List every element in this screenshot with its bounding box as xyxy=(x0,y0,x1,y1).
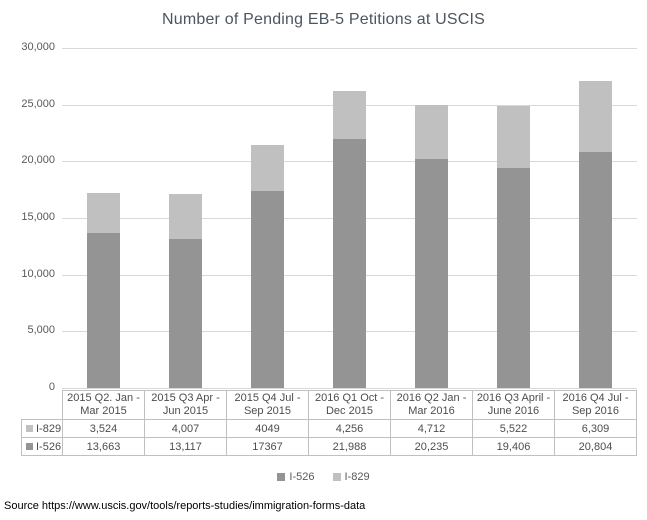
table-value-cell: 4,007 xyxy=(144,419,227,438)
bar-segment-i-829-col7 xyxy=(579,80,613,153)
y-axis-tick-label: 20,000 xyxy=(21,154,55,167)
legend: I-526 I-829 xyxy=(0,469,647,485)
chart-title: Number of Pending EB-5 Petitions at USCI… xyxy=(161,11,486,28)
series-swatch-icon xyxy=(26,443,33,451)
bar-segment-i-526-col5 xyxy=(415,158,449,388)
table-header-cell: 2016 Q3 April - June 2016 xyxy=(472,390,555,420)
bar-segment-i-829-col1 xyxy=(86,193,120,234)
y-axis-tick-label: 15,000 xyxy=(21,211,55,223)
bar-segment-i-829-col5 xyxy=(415,105,449,159)
table-value-cell: 17367 xyxy=(226,437,309,456)
y-axis-tick-label: 10,000 xyxy=(21,267,55,280)
table-header-row: 2015 Q2. Jan - Mar 2015 2015 Q3 Apr - Jun… xyxy=(21,390,637,420)
gridline xyxy=(62,388,637,389)
table-value-cell: 20,235 xyxy=(390,437,473,456)
bar-segment-i-526-col4 xyxy=(333,138,366,388)
y-axis-tick-label: 5,000 xyxy=(27,324,55,337)
table-row-i-526: I-526 13,663 13,117 17367 21,988 20,235 19,406… xyxy=(21,437,637,456)
table-body: I-829 3,524 4,007 4049 4,256 4,712 5,522 6,309 I… xyxy=(21,419,637,456)
legend-label: I-829 xyxy=(344,471,370,483)
table-header-cell: 2016 Q4 Jul - Sep 2016 xyxy=(554,390,637,420)
table-value-cell: 20,804 xyxy=(554,437,637,456)
table-value-cell: 5,522 xyxy=(472,419,555,438)
y-axis-tick-label: 25,000 xyxy=(21,97,55,110)
table-value-cell: 4,256 xyxy=(308,419,391,438)
table-header-cell: 2015 Q3 Apr - Jun 2015 xyxy=(144,390,227,420)
table-corner-cell xyxy=(21,390,63,420)
bar-segment-i-526-col7 xyxy=(579,152,613,388)
legend-swatch-icon xyxy=(332,473,341,481)
gridline xyxy=(62,48,637,49)
source-text: Source https://www.uscis.gov/tools/repor… xyxy=(4,500,366,512)
table-header-cell: 2016 Q1 Oct - Dec 2015 xyxy=(308,390,391,420)
table-row-i-829: I-829 3,524 4,007 4049 4,256 4,712 5,522 6,309 xyxy=(21,419,637,438)
legend-item-i-829: I-829 xyxy=(332,471,370,483)
bar-segment-i-829-col6 xyxy=(497,105,531,169)
legend-swatch-icon xyxy=(277,473,286,481)
table-header-cell: 2016 Q2 Jan - Mar 2016 xyxy=(390,390,473,420)
table-value-cell: 3,524 xyxy=(62,419,145,438)
bar-segment-i-829-col2 xyxy=(168,193,202,240)
table-value-cell: 13,663 xyxy=(62,437,145,456)
legend-item-i-526: I-526 xyxy=(277,471,315,483)
table-value-cell: 4049 xyxy=(226,419,309,438)
bar-segment-i-526-col1 xyxy=(86,233,120,388)
bar-segment-i-526-col2 xyxy=(168,239,202,388)
y-axis-tick-label: 30,000 xyxy=(21,41,55,53)
row-label-cell: I-526 xyxy=(21,437,63,456)
y-axis-tick-label: 0 xyxy=(48,381,55,393)
table-value-cell: 6,309 xyxy=(554,419,637,438)
table-value-cell: 13,117 xyxy=(144,437,227,456)
table-value-cell: 19,406 xyxy=(472,437,555,456)
table-header-cell: 2015 Q2. Jan - Mar 2015 xyxy=(62,390,145,420)
legend-label: I-526 xyxy=(289,471,315,483)
table-header-cell: 2015 Q4 Jul - Sep 2015 xyxy=(226,390,309,420)
data-table: 2015 Q2. Jan - Mar 2015 2015 Q3 Apr - Jun… xyxy=(21,390,637,456)
bar-segment-i-829-col4 xyxy=(333,90,366,139)
table-value-cell: 21,988 xyxy=(308,437,391,456)
bar-segment-i-526-col3 xyxy=(250,191,284,388)
table-value-cell: 4,712 xyxy=(390,419,473,438)
row-label-cell: I-829 xyxy=(21,419,63,438)
bar-segment-i-829-col3 xyxy=(250,145,284,192)
bar-segment-i-526-col6 xyxy=(497,168,531,388)
series-swatch-icon xyxy=(26,425,33,433)
